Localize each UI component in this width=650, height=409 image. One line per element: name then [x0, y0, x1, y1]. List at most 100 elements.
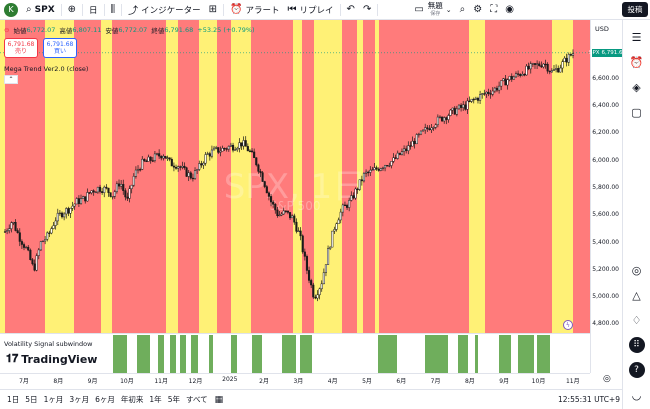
layout-button[interactable]: ▭ 無題 保存 ⌄: [410, 0, 455, 20]
search-button[interactable]: ⌕: [456, 0, 470, 20]
alarm-clock-icon[interactable]: ⏰: [629, 55, 644, 69]
range-button[interactable]: 1日: [7, 395, 20, 404]
candle-body: [343, 204, 347, 206]
candle-body: [103, 186, 106, 193]
templates-button[interactable]: ⊞: [205, 0, 221, 20]
redo-button[interactable]: ↷: [359, 0, 375, 20]
candle-body: [487, 91, 490, 94]
indicators-button[interactable]: ⤴ インジケーター: [124, 0, 205, 20]
candle-body: [390, 161, 393, 166]
candle-body: [447, 115, 450, 120]
range-button[interactable]: 1年: [149, 395, 162, 404]
fullscreen-button[interactable]: ⛶: [486, 0, 501, 20]
candle-body: [22, 244, 26, 248]
candle-body: [538, 63, 541, 66]
candle-body: [320, 283, 323, 290]
candle-body: [272, 201, 275, 205]
candle-body: [179, 166, 182, 168]
candle-body: [141, 158, 144, 170]
undo-button[interactable]: ↶: [343, 0, 359, 20]
candle-body: [322, 272, 325, 285]
volatility-signal-bar: [191, 335, 198, 373]
clock[interactable]: 12:55:31 UTC+9: [558, 395, 620, 404]
search-icon: ⌕: [26, 4, 32, 15]
broadcast-icon[interactable]: ◡: [631, 388, 642, 402]
buy-button[interactable]: 6,791.68 買い: [43, 38, 77, 58]
alert-button[interactable]: ⏰ アラート: [226, 0, 283, 20]
candle-body: [234, 149, 237, 151]
candle-body: [225, 148, 228, 150]
candle-body: [124, 190, 127, 198]
target-icon[interactable]: ◎: [631, 263, 642, 277]
candle-body: [348, 200, 351, 208]
sell-button[interactable]: 6,791.68 売り: [4, 38, 38, 58]
apps-icon[interactable]: ⠿: [628, 336, 646, 354]
post-button[interactable]: 投稿: [622, 2, 648, 17]
symbol-search[interactable]: ⌕ SPX: [22, 0, 59, 20]
candle-body: [381, 167, 385, 169]
question-icon: ?: [628, 362, 645, 378]
candle-body: [155, 153, 159, 155]
candle-body: [263, 181, 266, 187]
candle-body: [270, 196, 273, 203]
candle-body: [63, 213, 66, 218]
candle-body: [200, 163, 203, 166]
candle-body: [255, 157, 258, 166]
watchlist-icon[interactable]: ☰: [631, 30, 642, 44]
candle-body: [498, 85, 501, 91]
help-icon[interactable]: ?: [628, 361, 646, 379]
lightning-icon[interactable]: ϟ: [563, 320, 573, 330]
collapse-indicators-button[interactable]: ⌃: [4, 75, 18, 84]
tradingview-logo[interactable]: 𝟏𝟕 TradingView: [6, 352, 97, 366]
snapshot-button[interactable]: ◉: [501, 0, 518, 20]
subwindow-label[interactable]: Volatility Signal subwindow: [4, 340, 93, 348]
collapse-icon[interactable]: ⊖: [4, 26, 10, 34]
candle-body: [18, 232, 21, 242]
indicator-label[interactable]: Mega Trend Ver2.0 (close): [4, 65, 89, 73]
candle-body: [111, 196, 114, 198]
main-chart[interactable]: SPX, 1日 S&P 500: [0, 20, 590, 373]
price-tick-label: 4,800.00: [592, 320, 619, 328]
candle-body: [92, 190, 95, 193]
user-avatar[interactable]: K: [4, 2, 18, 17]
indicators-icon: ⤴: [128, 6, 139, 17]
candle-body: [517, 73, 520, 75]
candle-body: [31, 259, 34, 265]
candle-body: [354, 188, 357, 199]
compare-button[interactable]: ⊕: [64, 0, 80, 20]
volatility-signal-bar: [475, 335, 478, 373]
time-axis[interactable]: 7月 8月 9月 10月 11月 12月 2025 2月 3月 4月 5月 6月 7月 8月 9月 10月 11…: [0, 373, 590, 386]
candle-body: [227, 146, 230, 150]
ideas-icon[interactable]: △: [632, 288, 641, 302]
calendar-range-icon[interactable]: ▦: [214, 394, 224, 405]
replay-button[interactable]: ⏮ リプレイ: [284, 0, 338, 20]
range-button[interactable]: 6ヶ月: [95, 395, 115, 404]
range-button[interactable]: 5年: [167, 395, 180, 404]
range-button[interactable]: 5日: [25, 395, 38, 404]
currency-label[interactable]: USD: [595, 25, 609, 33]
candle-body: [506, 79, 509, 86]
candle-body: [333, 229, 336, 232]
range-button[interactable]: 年初来: [120, 395, 144, 404]
chart-type-button[interactable]: ⫼: [107, 0, 120, 20]
settings-button[interactable]: ⚙: [469, 0, 486, 20]
candle-body: [303, 251, 306, 257]
range-button[interactable]: 3ヶ月: [69, 395, 90, 404]
candle-body: [196, 169, 199, 171]
price-axis[interactable]: USD 6,600.00 6,400.00 6,200.00 6,000.00 5,80…: [589, 20, 626, 373]
range-button[interactable]: 1ヶ月: [43, 395, 64, 404]
chat-icon[interactable]: ▢: [631, 105, 642, 119]
candle-body: [107, 187, 110, 193]
candle-body: [396, 152, 399, 159]
chart-canvas[interactable]: SPX, 1日S&P 500: [0, 20, 590, 373]
range-button[interactable]: すべて: [185, 395, 208, 404]
time-tick-label: 8月: [53, 378, 64, 385]
candle-body: [485, 91, 488, 95]
layers-icon[interactable]: ◈: [632, 80, 641, 94]
candle-body: [158, 153, 161, 157]
candle-body: [466, 100, 469, 110]
axis-settings-icon[interactable]: ◎: [603, 374, 611, 384]
time-tick-label: 5月: [362, 378, 372, 385]
bell-icon[interactable]: ♢: [631, 313, 642, 327]
interval-button[interactable]: 日: [89, 5, 98, 16]
